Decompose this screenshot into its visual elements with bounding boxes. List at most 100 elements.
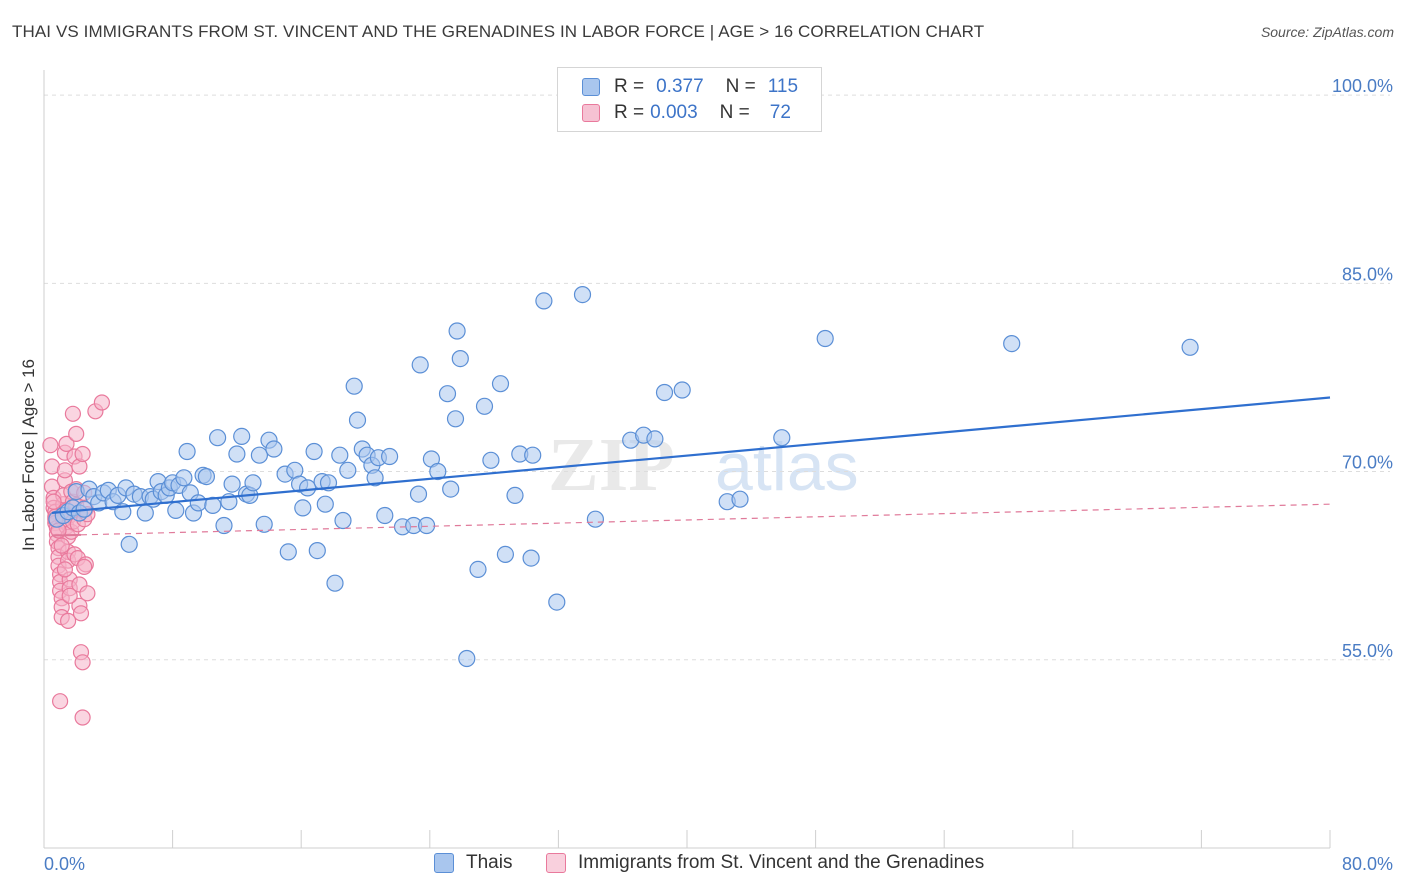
thais-point — [331, 446, 349, 464]
legend-n-value: 72 — [769, 102, 791, 123]
svg-point — [79, 585, 96, 602]
thais-point — [418, 516, 436, 535]
thais-point — [223, 475, 241, 493]
legend-swatch-svg — [546, 853, 566, 873]
x-ticks — [172, 830, 1331, 848]
thais-point — [429, 462, 447, 481]
thais-point — [167, 501, 185, 519]
thais-point — [573, 286, 592, 304]
y-tick-label: 100.0% — [1332, 76, 1393, 96]
thais-point — [339, 461, 357, 479]
thais-point — [299, 479, 317, 497]
thais-point — [491, 375, 510, 393]
svg-point — [59, 612, 77, 630]
y-tick-label: 85.0% — [1342, 264, 1393, 284]
legend-swatch-svg — [582, 104, 600, 122]
legend-row-svg: R = 0.003 N = 72 — [582, 101, 791, 125]
grid — [44, 94, 1390, 661]
thais-point — [673, 381, 691, 399]
thais-point — [524, 446, 542, 464]
thais-point — [316, 495, 334, 513]
thais-point — [816, 329, 834, 348]
svg-point — [74, 709, 91, 726]
legend-r-label: R = — [614, 102, 645, 123]
thais-point — [255, 515, 273, 533]
svg-point — [93, 394, 111, 411]
thais-point — [475, 397, 494, 415]
legend-r-label: R = — [614, 76, 645, 97]
svg-point — [45, 493, 62, 510]
y-tick-label: 70.0% — [1342, 453, 1393, 473]
thais-point — [446, 410, 465, 428]
thais-point — [334, 511, 352, 530]
thais-point — [175, 469, 193, 487]
y-axis-label: In Labor Force | Age > 16 — [19, 359, 38, 551]
thais-point — [409, 485, 428, 503]
series-legend: Thais Immigrants from St. Vincent and th… — [0, 852, 1406, 878]
thais-point — [209, 429, 227, 447]
thais-point — [366, 469, 384, 487]
legend-item-thais[interactable]: Thais — [434, 852, 512, 874]
svg-point — [58, 435, 75, 452]
thais-point — [411, 356, 429, 374]
trend-lines — [51, 396, 1331, 537]
thais-point — [655, 383, 674, 402]
thais-point — [438, 385, 457, 403]
thais-point — [265, 440, 283, 458]
series-svg-points — [42, 394, 111, 726]
thais-point — [345, 377, 363, 395]
thais-point — [731, 490, 749, 508]
thais-point — [244, 474, 262, 492]
thais-point — [469, 560, 487, 579]
svg-point — [76, 558, 93, 576]
legend-r-value: 0.003 — [650, 102, 698, 123]
legend-n-label: N = — [719, 102, 750, 123]
thais-point — [308, 541, 326, 560]
series-thais-points — [48, 286, 1199, 668]
thais-point — [348, 411, 367, 429]
y-tick-label: 55.0% — [1342, 641, 1393, 661]
thais-point — [120, 535, 138, 553]
legend-swatch-thais — [582, 78, 600, 96]
thais-point — [228, 445, 246, 463]
legend-label-svg: Immigrants from St. Vincent and the Gren… — [578, 852, 985, 873]
thais-point — [326, 574, 344, 592]
svg-trend-line-solid — [52, 533, 81, 537]
svg-point — [61, 587, 78, 604]
x-tick-label-max: 80.0% — [1342, 854, 1393, 874]
thais-point — [376, 506, 394, 525]
thais-point — [451, 350, 469, 368]
thais-point — [506, 486, 524, 504]
svg-point — [72, 605, 90, 622]
thais-point — [197, 468, 215, 486]
thais-point — [215, 516, 233, 535]
legend-swatch-thais — [434, 853, 454, 873]
thais-point — [482, 451, 500, 469]
svg-point — [42, 437, 59, 454]
legend-item-svg[interactable]: Immigrants from St. Vincent and the Gren… — [546, 852, 984, 874]
svg-point — [74, 445, 91, 463]
thais-trend-line — [51, 396, 1331, 515]
thais-point — [442, 480, 460, 498]
thais-point — [1181, 338, 1199, 356]
thais-point — [189, 494, 207, 512]
legend-label-thais: Thais — [466, 852, 513, 873]
stats-legend: R = 0.377 N = 115 R = 0.003 N = 72 — [557, 67, 822, 132]
y-tick-labels: 55.0% 70.0% 85.0% 100.0% — [1332, 76, 1393, 661]
thais-point — [294, 499, 312, 517]
thais-point — [448, 322, 466, 340]
chart-title: THAI VS IMMIGRANTS FROM ST. VINCENT AND … — [12, 22, 985, 41]
svg-point — [68, 425, 85, 442]
svg-point — [64, 405, 82, 422]
thais-point — [496, 545, 514, 564]
thais-point — [178, 442, 196, 461]
thais-point — [522, 549, 540, 567]
thais-point — [458, 649, 476, 668]
legend-n-value: 115 — [767, 76, 799, 97]
legend-r-value: 0.377 — [656, 76, 704, 97]
svg-point — [74, 654, 91, 671]
svg-point — [51, 693, 69, 710]
thais-point — [586, 510, 605, 528]
x-tick-label-min: 0.0% — [44, 854, 85, 874]
